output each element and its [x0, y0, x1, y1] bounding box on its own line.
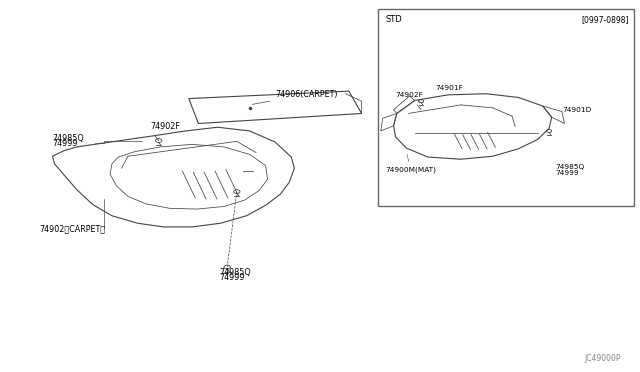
- Text: 74985Q: 74985Q: [52, 134, 84, 142]
- Text: 74906(CARPET): 74906(CARPET): [252, 90, 338, 105]
- Text: 74999: 74999: [52, 139, 78, 148]
- Text: 74901D: 74901D: [562, 107, 591, 113]
- Text: 74900M(MAT): 74900M(MAT): [385, 154, 436, 173]
- Text: STD: STD: [385, 15, 402, 24]
- Text: 74902〈CARPET〉: 74902〈CARPET〉: [40, 224, 106, 233]
- Text: 74902F: 74902F: [396, 92, 424, 102]
- Text: 74999: 74999: [556, 170, 579, 176]
- Text: 74985Q: 74985Q: [219, 267, 251, 276]
- Text: 74901F: 74901F: [435, 85, 463, 91]
- Bar: [378, 9, 634, 206]
- Text: 74902F: 74902F: [150, 122, 180, 135]
- Text: 74985Q: 74985Q: [556, 164, 585, 170]
- Text: [0997-0898]: [0997-0898]: [581, 15, 628, 24]
- Text: 74999: 74999: [219, 273, 244, 282]
- Text: JC49000P: JC49000P: [584, 354, 621, 363]
